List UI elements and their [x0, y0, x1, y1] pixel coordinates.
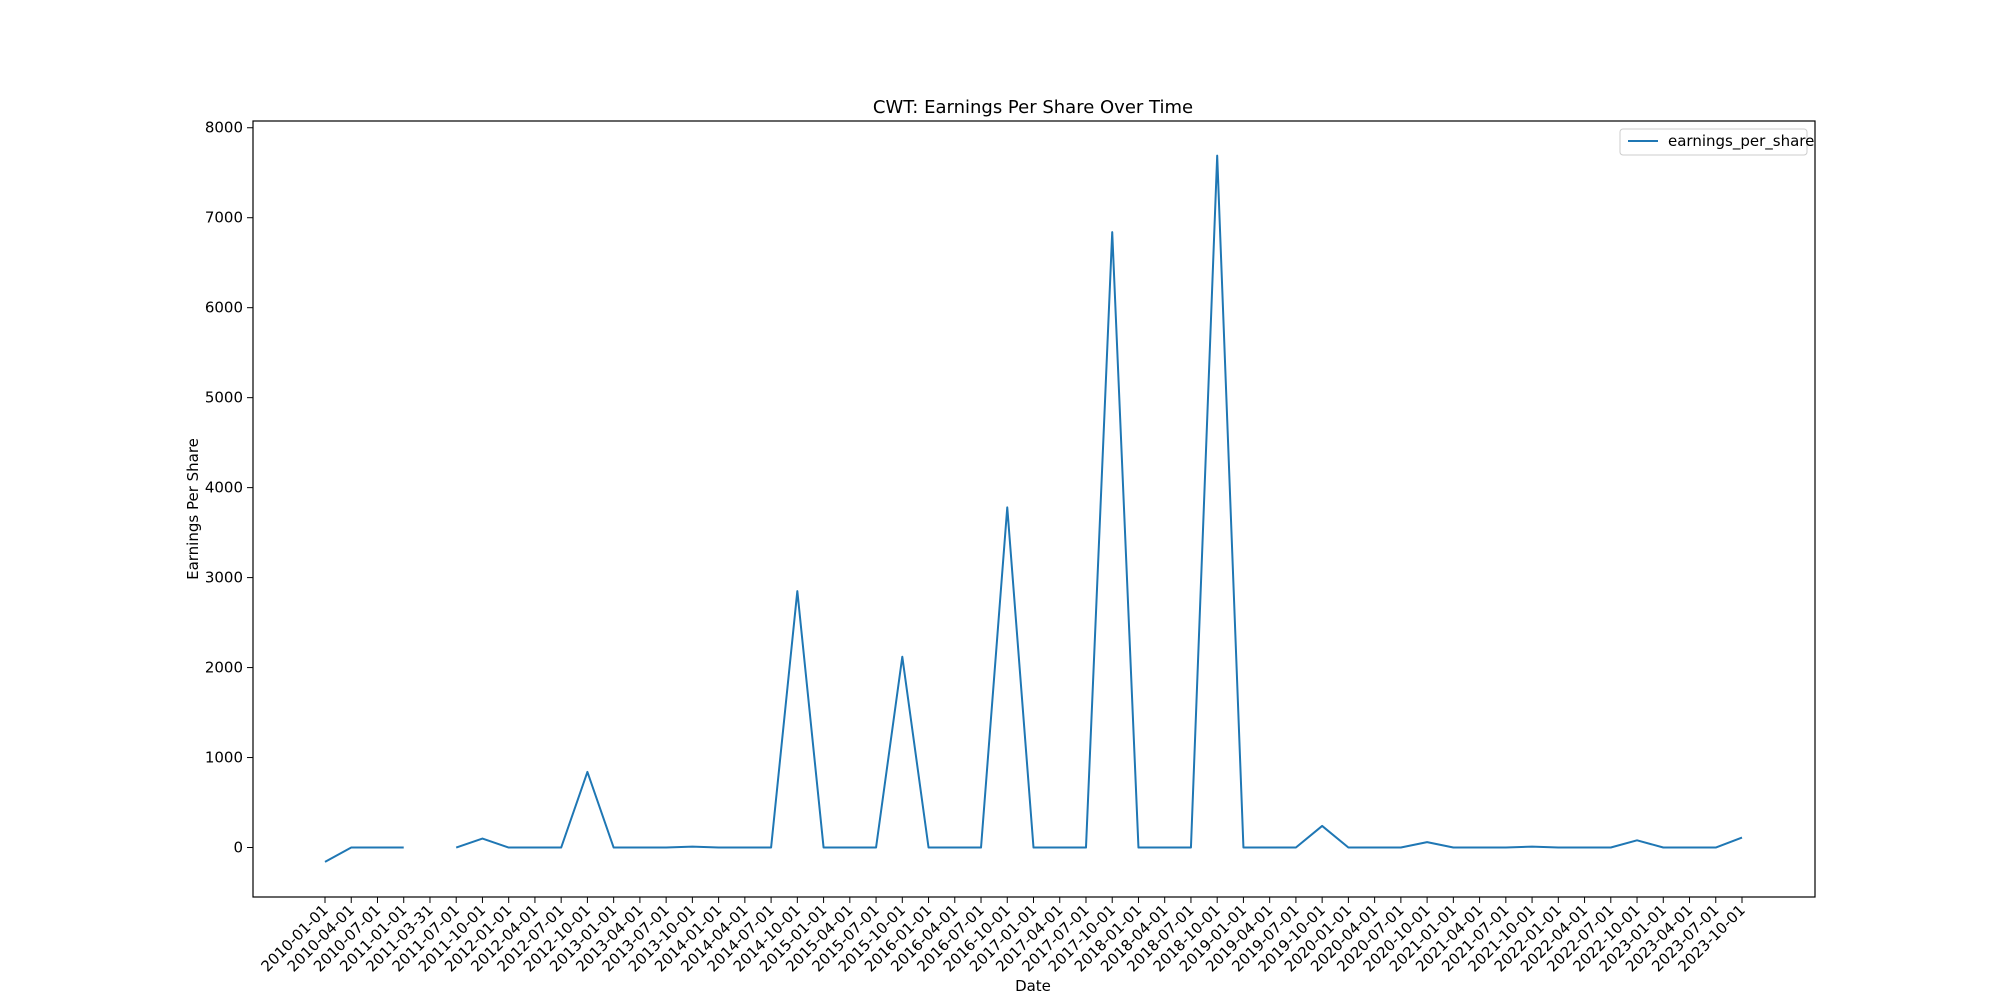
y-tick-label: 2000 [205, 659, 243, 677]
y-tick-label: 0 [233, 839, 243, 857]
y-tick-label: 7000 [205, 209, 243, 227]
y-axis: 0 1000 2000 3000 4000 5000 6000 7000 8000 [205, 119, 253, 857]
y-tick-label: 4000 [205, 479, 243, 497]
legend-label-earnings-per-share: earnings_per_share [1668, 132, 1814, 151]
series-layer [324, 154, 1743, 863]
plot-frame [252, 120, 1816, 898]
y-tick-label: 6000 [205, 299, 243, 317]
chart-title: CWT: Earnings Per Share Over Time [873, 97, 1193, 118]
x-axis-title: Date [1015, 977, 1051, 995]
y-tick-label: 3000 [205, 569, 243, 587]
legend: earnings_per_share [1619, 128, 1814, 156]
x-axis: 2010-01-012010-04-012010-07-012011-01-01… [257, 897, 1749, 975]
series-line-earnings-per-share [324, 154, 1743, 863]
y-tick-label: 1000 [205, 749, 243, 767]
legend-box [1619, 128, 1808, 156]
y-tick-label: 5000 [205, 389, 243, 407]
y-tick-label: 8000 [205, 119, 243, 137]
y-axis-title: Earnings Per Share [184, 438, 202, 580]
